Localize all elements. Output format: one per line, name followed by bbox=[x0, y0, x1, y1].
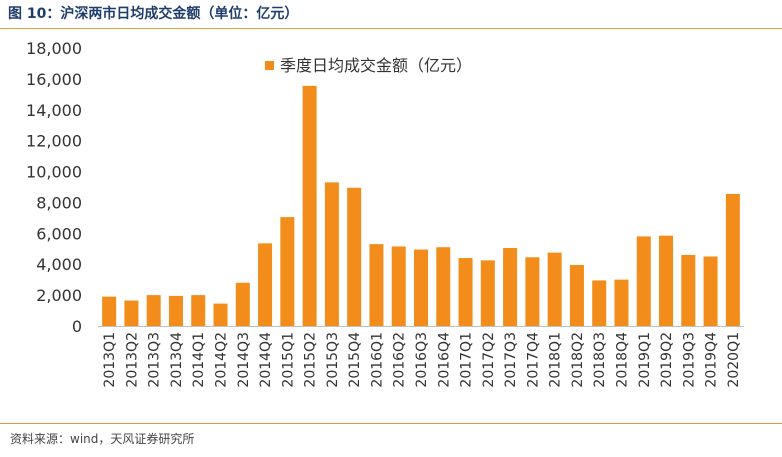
legend-swatch bbox=[265, 61, 274, 70]
x-tick-label: 2013Q1 bbox=[102, 332, 118, 388]
x-tick-label: 2015Q3 bbox=[325, 332, 341, 388]
bar-2018Q1 bbox=[547, 252, 562, 326]
x-tick-label: 2013Q4 bbox=[169, 332, 185, 388]
bar-2016Q1 bbox=[369, 244, 384, 326]
bar-2017Q3 bbox=[503, 248, 518, 326]
source-note: 资料来源：wind，天风证券研究所 bbox=[10, 432, 195, 446]
footer-divider bbox=[0, 423, 782, 424]
x-tick-label: 2016Q4 bbox=[436, 332, 452, 388]
legend: 季度日均成交金额（亿元） bbox=[265, 56, 472, 75]
x-tick-label: 2019Q2 bbox=[659, 332, 675, 388]
bar-2013Q1 bbox=[102, 296, 117, 326]
x-tick-label: 2018Q4 bbox=[614, 332, 630, 388]
bar-2014Q4 bbox=[258, 243, 273, 326]
x-tick-label: 2017Q1 bbox=[459, 332, 475, 388]
x-tick-label: 2014Q2 bbox=[214, 332, 230, 388]
bar-2019Q4 bbox=[703, 256, 718, 326]
bar-2013Q4 bbox=[168, 295, 183, 326]
bar-2015Q1 bbox=[280, 217, 295, 326]
y-axis-tick-labels: 0 2,000 4,000 6,000 8,000 10,000 12,000 14,000 1… bbox=[26, 39, 82, 336]
bar-2016Q3 bbox=[414, 249, 428, 326]
y-tick-label: 10,000 bbox=[26, 163, 82, 182]
bar-2018Q3 bbox=[592, 280, 607, 326]
x-tick-label: 2014Q1 bbox=[191, 332, 207, 388]
bar-2013Q3 bbox=[146, 295, 161, 326]
bars-group bbox=[102, 85, 740, 326]
x-tick-label: 2019Q3 bbox=[681, 332, 697, 388]
x-tick-label: 2013Q3 bbox=[147, 332, 163, 388]
bar-2018Q4 bbox=[614, 279, 629, 326]
y-tick-label: 2,000 bbox=[36, 286, 82, 305]
y-tick-label: 6,000 bbox=[36, 224, 82, 243]
x-tick-label: 2018Q1 bbox=[548, 332, 564, 388]
figure-title: 图 10：沪深两市日均成交金额（单位：亿元） bbox=[8, 6, 299, 22]
legend-label: 季度日均成交金额（亿元） bbox=[280, 56, 472, 75]
bar-2013Q2 bbox=[124, 300, 139, 326]
y-tick-label: 0 bbox=[72, 317, 82, 336]
x-tick-label: 2018Q3 bbox=[592, 332, 608, 388]
bar-2016Q4 bbox=[436, 247, 451, 326]
x-tick-label: 2016Q1 bbox=[369, 332, 385, 388]
x-tick-label: 2016Q3 bbox=[414, 332, 430, 388]
bar-2015Q3 bbox=[324, 182, 339, 326]
x-axis-tick-labels: 2013Q1 2013Q2 2013Q3 2013Q4 2014Q1 2014Q2 2014… bbox=[102, 332, 742, 388]
x-tick-label: 2016Q2 bbox=[392, 332, 408, 388]
x-tick-label: 2017Q2 bbox=[481, 332, 497, 388]
x-tick-label: 2017Q4 bbox=[525, 332, 541, 388]
x-tick-label: 2015Q4 bbox=[347, 332, 363, 388]
x-tick-label: 2013Q2 bbox=[124, 332, 140, 388]
bar-2017Q2 bbox=[480, 260, 495, 326]
bar-2017Q4 bbox=[525, 257, 540, 326]
bar-2015Q4 bbox=[347, 187, 362, 326]
x-tick-label: 2014Q3 bbox=[236, 332, 252, 388]
x-tick-label: 2020Q1 bbox=[726, 332, 742, 388]
x-tick-label: 2015Q1 bbox=[280, 332, 296, 388]
x-tick-label: 2014Q4 bbox=[258, 332, 274, 388]
bar-2019Q1 bbox=[636, 236, 651, 326]
bar-2015Q2 bbox=[302, 85, 317, 326]
x-tick-label: 2018Q2 bbox=[570, 332, 586, 388]
y-tick-label: 8,000 bbox=[36, 193, 82, 212]
bar-2019Q2 bbox=[659, 235, 674, 326]
bar-2018Q2 bbox=[569, 264, 584, 326]
bar-2014Q1 bbox=[191, 295, 206, 326]
bar-2014Q3 bbox=[235, 282, 250, 326]
bar-2017Q1 bbox=[458, 258, 473, 326]
bar-2014Q2 bbox=[213, 303, 228, 326]
x-tick-label: 2017Q3 bbox=[503, 332, 519, 388]
x-tick-label: 2019Q1 bbox=[637, 332, 653, 388]
bar-2016Q2 bbox=[391, 246, 406, 326]
x-tick-label: 2019Q4 bbox=[704, 332, 720, 388]
bar-2019Q3 bbox=[681, 254, 696, 326]
bar-2020Q1 bbox=[725, 193, 740, 326]
y-tick-label: 18,000 bbox=[26, 39, 82, 58]
title-divider bbox=[0, 28, 782, 29]
y-tick-label: 4,000 bbox=[36, 255, 82, 274]
y-tick-label: 12,000 bbox=[26, 132, 82, 151]
x-tick-label: 2015Q2 bbox=[303, 332, 319, 388]
y-tick-label: 14,000 bbox=[26, 101, 82, 120]
y-tick-label: 16,000 bbox=[26, 70, 82, 89]
